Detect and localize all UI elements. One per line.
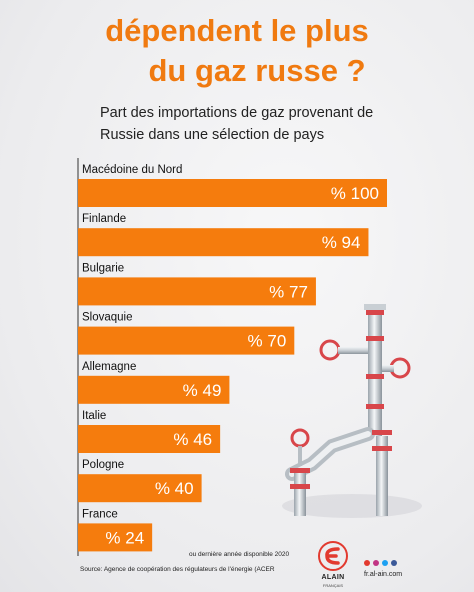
bar-value-label: % 49 bbox=[183, 381, 222, 400]
brand-name: ALAIN bbox=[321, 574, 345, 581]
category-label: Italie bbox=[82, 410, 106, 422]
social-icons bbox=[364, 560, 397, 566]
al-ain-logo bbox=[318, 541, 348, 571]
bar-value-label: % 46 bbox=[173, 430, 212, 449]
bar bbox=[78, 179, 387, 207]
source-note: Source: Agence de coopération des régula… bbox=[80, 566, 275, 573]
footnote: ou dernière année disponible 2020 bbox=[189, 551, 290, 558]
category-label: Slovaquie bbox=[82, 312, 133, 324]
bar-value-label: % 24 bbox=[105, 528, 144, 547]
bar bbox=[78, 474, 202, 503]
youtube-icon[interactable] bbox=[364, 560, 370, 566]
bar-chart: Macédoine du Nord % 100 Finlande % 94 Bulgar… bbox=[77, 158, 387, 556]
category-label: Pologne bbox=[82, 459, 124, 471]
category-label: Macédoine du Nord bbox=[82, 164, 182, 176]
category-label: Allemagne bbox=[82, 361, 136, 373]
bar bbox=[78, 375, 230, 404]
instagram-icon[interactable] bbox=[373, 560, 379, 566]
page-title-line2: du gaz russe ? bbox=[148, 53, 366, 88]
chart-subtitle: Part des importations de gaz provenant d… bbox=[100, 102, 460, 146]
bar bbox=[78, 228, 369, 257]
subtitle-line1: Part des importations de gaz provenant d… bbox=[100, 105, 374, 121]
category-label: France bbox=[82, 508, 118, 520]
page-title-line1: dépendent le plus bbox=[105, 13, 369, 48]
bar-value-label: % 77 bbox=[269, 282, 308, 301]
bar-value-label: % 94 bbox=[322, 233, 361, 252]
brand-subname: FRANÇAIS bbox=[322, 583, 344, 588]
bars-layer: Macédoine du Nord % 100 Finlande % 94 Bulgar… bbox=[78, 164, 387, 552]
category-label: Bulgarie bbox=[82, 262, 124, 274]
bar-value-label: % 100 bbox=[331, 184, 379, 203]
bar bbox=[78, 523, 153, 552]
bar bbox=[78, 277, 316, 306]
category-label: Finlande bbox=[82, 213, 126, 225]
website-link[interactable]: fr.al-ain.com bbox=[364, 571, 403, 578]
subtitle-line2: Russie dans une sélection de pays bbox=[100, 127, 325, 143]
bar bbox=[78, 326, 295, 355]
twitter-icon[interactable] bbox=[382, 560, 388, 566]
bar bbox=[78, 425, 221, 453]
bar-value-label: % 70 bbox=[248, 332, 287, 351]
bar-value-label: % 40 bbox=[155, 479, 194, 498]
facebook-icon[interactable] bbox=[391, 560, 397, 566]
gas-pipe-illustration bbox=[282, 304, 422, 518]
